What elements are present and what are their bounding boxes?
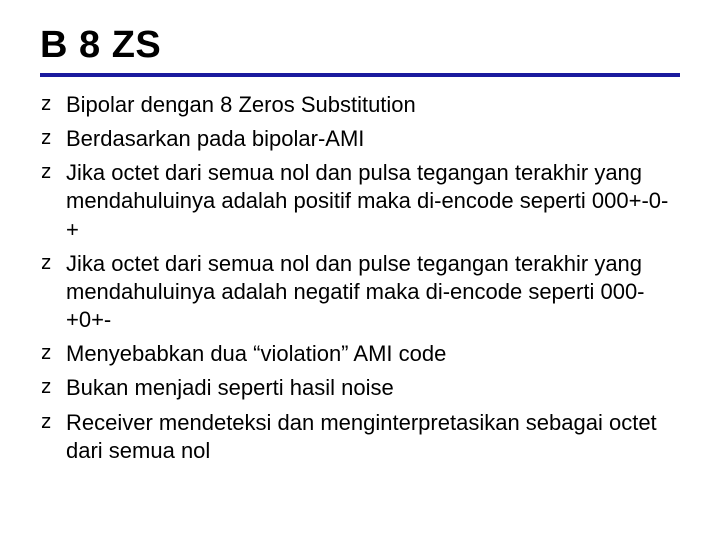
- slide-title: B 8 ZS: [40, 24, 680, 69]
- bullet-text: Jika octet dari semua nol dan pulse tega…: [66, 251, 645, 332]
- slide: B 8 ZS z Bipolar dengan 8 Zeros Substitu…: [0, 0, 720, 540]
- list-item: z Receiver mendeteksi dan menginterpreta…: [40, 409, 680, 465]
- bullet-icon: z: [40, 125, 52, 151]
- bullet-list: z Bipolar dengan 8 Zeros Substitution z …: [40, 91, 680, 465]
- list-item: z Berdasarkan pada bipolar-AMI: [40, 125, 680, 153]
- list-item: z Menyebabkan dua “violation” AMI code: [40, 340, 680, 368]
- bullet-text: Menyebabkan dua “violation” AMI code: [66, 341, 446, 366]
- list-item: z Jika octet dari semua nol dan pulse te…: [40, 250, 680, 334]
- bullet-text: Receiver mendeteksi dan menginterpretasi…: [66, 410, 657, 463]
- bullet-icon: z: [40, 159, 52, 185]
- bullet-text: Berdasarkan pada bipolar-AMI: [66, 126, 364, 151]
- list-item: z Jika octet dari semua nol dan pulsa te…: [40, 159, 680, 243]
- bullet-text: Jika octet dari semua nol dan pulsa tega…: [66, 160, 668, 241]
- title-underline: [40, 73, 680, 77]
- bullet-text: Bukan menjadi seperti hasil noise: [66, 375, 394, 400]
- list-item: z Bipolar dengan 8 Zeros Substitution: [40, 91, 680, 119]
- bullet-icon: z: [40, 91, 52, 117]
- bullet-icon: z: [40, 374, 52, 400]
- bullet-text: Bipolar dengan 8 Zeros Substitution: [66, 92, 416, 117]
- bullet-icon: z: [40, 340, 52, 366]
- list-item: z Bukan menjadi seperti hasil noise: [40, 374, 680, 402]
- bullet-icon: z: [40, 250, 52, 276]
- bullet-icon: z: [40, 409, 52, 435]
